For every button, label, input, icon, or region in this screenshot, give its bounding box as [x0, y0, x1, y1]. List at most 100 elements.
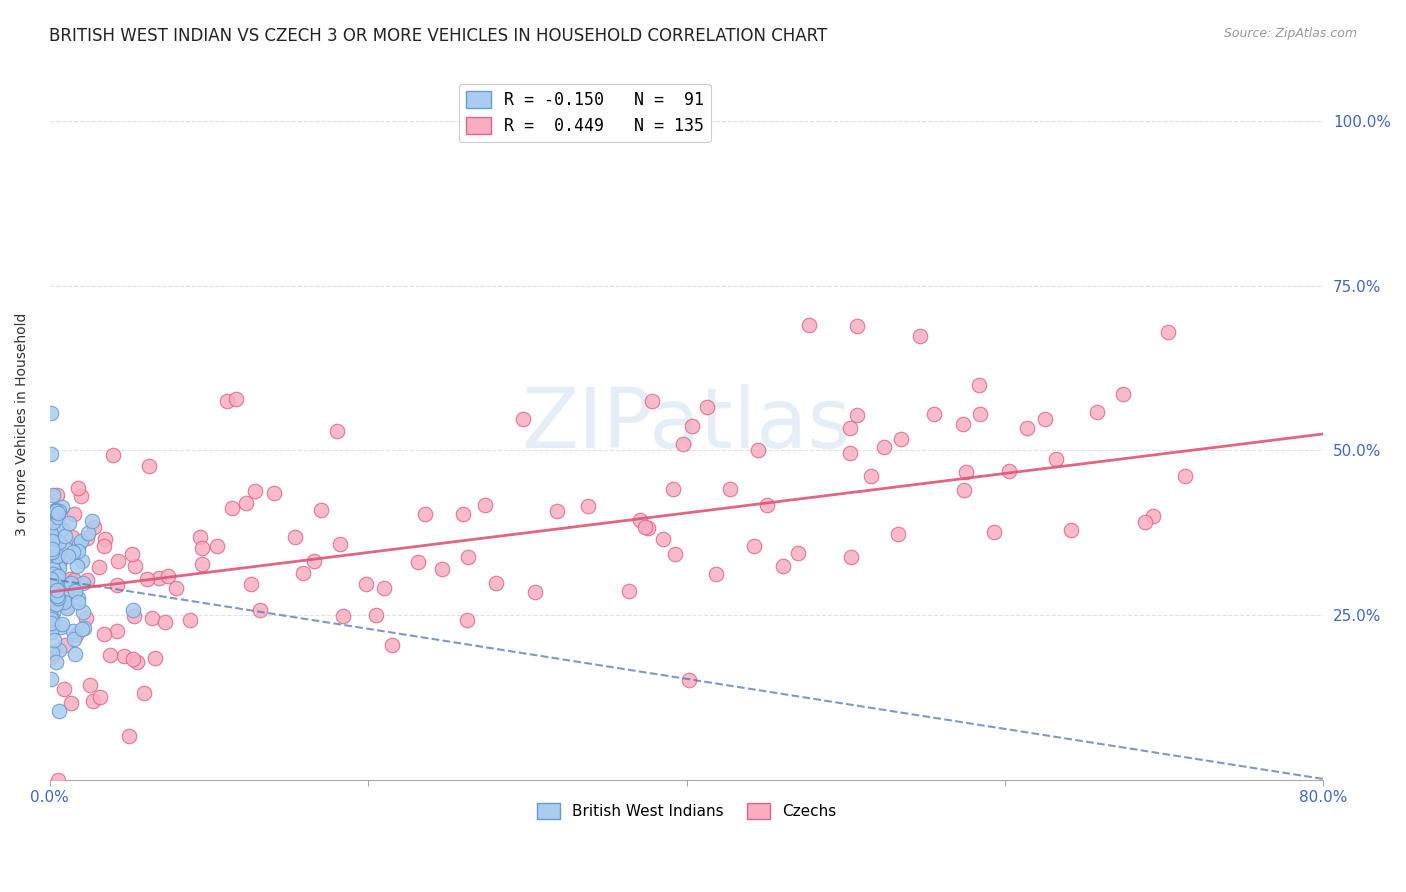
Point: [179, 613, 201, 627]
Point: [46, 506, 69, 520]
Point: [72, 576, 94, 591]
Point: [191, 541, 214, 556]
Point: [45, 504, 67, 518]
Point: [326, 424, 349, 438]
Text: ZIPatlas: ZIPatlas: [522, 384, 852, 465]
Point: [860, 468, 883, 483]
Point: [63, 647, 86, 661]
Point: [696, 401, 718, 415]
Point: [1174, 468, 1197, 483]
Point: [53, 541, 76, 555]
Point: [955, 465, 977, 479]
Point: [747, 443, 769, 458]
Point: [44, 503, 66, 517]
Point: [672, 437, 695, 451]
Point: [873, 441, 896, 455]
Point: [628, 513, 651, 527]
Point: [60, 696, 83, 710]
Point: [41, 617, 63, 632]
Point: [45, 588, 67, 602]
Point: [52, 681, 75, 696]
Point: [121, 603, 143, 617]
Point: [1112, 386, 1135, 401]
Point: [373, 581, 395, 595]
Point: [48, 510, 70, 524]
Point: [546, 504, 568, 518]
Point: [1060, 524, 1083, 538]
Point: [41, 533, 63, 548]
Point: [772, 559, 794, 574]
Point: [46, 591, 69, 605]
Point: [87, 559, 110, 574]
Point: [44, 524, 66, 539]
Point: [125, 655, 148, 669]
Point: [839, 421, 862, 435]
Point: [46, 583, 69, 598]
Point: [662, 482, 685, 496]
Point: [48, 643, 70, 657]
Point: [354, 577, 377, 591]
Point: [49, 620, 72, 634]
Point: [75, 611, 97, 625]
Point: [225, 392, 247, 406]
Point: [112, 648, 135, 663]
Point: [132, 686, 155, 700]
Point: [41, 541, 63, 556]
Point: [45, 488, 67, 502]
Point: [66, 595, 89, 609]
Point: [101, 448, 124, 462]
Point: [46, 549, 69, 564]
Point: [292, 566, 315, 581]
Point: [839, 550, 862, 565]
Point: [191, 557, 214, 571]
Point: [910, 328, 932, 343]
Point: [39, 557, 62, 571]
Point: [1157, 325, 1180, 339]
Point: [432, 561, 454, 575]
Point: [39, 615, 62, 630]
Point: [56, 600, 79, 615]
Point: [651, 532, 673, 546]
Point: [66, 481, 89, 495]
Point: [39, 611, 62, 625]
Point: [42, 605, 65, 619]
Point: [63, 632, 86, 647]
Point: [46, 578, 69, 592]
Point: [76, 531, 98, 545]
Point: [93, 540, 115, 554]
Point: [969, 407, 991, 421]
Point: [755, 498, 778, 512]
Point: [998, 464, 1021, 478]
Point: [70, 622, 93, 636]
Point: [239, 577, 262, 591]
Point: [58, 516, 80, 530]
Point: [922, 408, 945, 422]
Point: [576, 499, 599, 513]
Point: [60, 530, 83, 544]
Point: [98, 648, 121, 663]
Point: [235, 496, 257, 510]
Point: [681, 418, 703, 433]
Point: [39, 572, 62, 586]
Point: [42, 632, 65, 647]
Point: [1045, 452, 1067, 467]
Point: [845, 408, 868, 422]
Point: [952, 483, 974, 498]
Text: BRITISH WEST INDIAN VS CZECH 3 OR MORE VEHICLES IN HOUSEHOLD CORRELATION CHART: BRITISH WEST INDIAN VS CZECH 3 OR MORE V…: [49, 27, 828, 45]
Point: [41, 590, 63, 604]
Point: [41, 517, 63, 532]
Point: [122, 652, 145, 666]
Point: [89, 690, 111, 704]
Point: [53, 638, 76, 652]
Point: [105, 578, 128, 592]
Point: [80, 514, 103, 528]
Point: [641, 393, 664, 408]
Point: [69, 533, 91, 548]
Point: [41, 650, 63, 665]
Point: [207, 539, 229, 553]
Point: [93, 627, 115, 641]
Point: [141, 611, 163, 625]
Point: [70, 489, 93, 503]
Point: [76, 526, 98, 541]
Point: [45, 591, 67, 605]
